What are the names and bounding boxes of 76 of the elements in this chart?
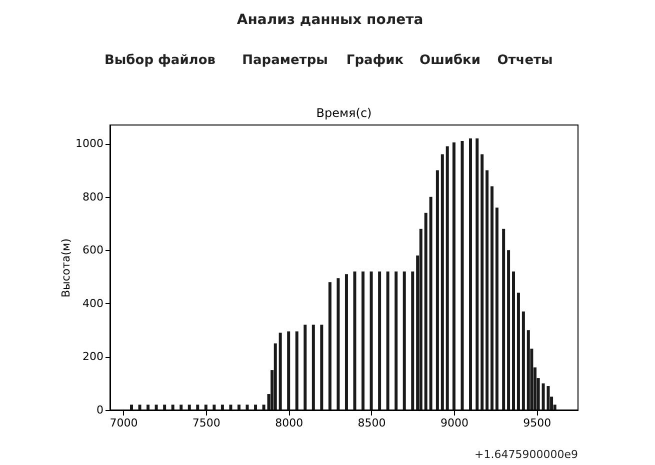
bar (295, 331, 298, 410)
x-tick-label: 9000 (440, 416, 468, 430)
x-tick-label: 9500 (523, 416, 552, 430)
bar (180, 404, 183, 410)
bar (526, 330, 530, 410)
bar (229, 404, 232, 410)
bar (254, 404, 258, 410)
bar (344, 274, 348, 410)
bar (336, 278, 340, 410)
text: Ошибки (420, 53, 480, 68)
bar (328, 282, 332, 410)
text: График (346, 53, 404, 68)
bar (171, 404, 174, 410)
bar (516, 292, 520, 410)
y-tick-label: 200 (82, 350, 104, 364)
y-tick-label: 400 (82, 296, 104, 310)
text: Отчеты (497, 53, 553, 68)
bar (386, 271, 390, 410)
bar (237, 404, 240, 410)
x-tick-label: 7500 (192, 416, 220, 430)
y-tick-label: 800 (82, 190, 104, 204)
bar (436, 170, 439, 410)
bar (419, 228, 422, 410)
bar (446, 146, 449, 410)
bar (469, 138, 472, 410)
bar (278, 332, 282, 410)
y-tick-label: 600 (82, 244, 104, 257)
bar (204, 404, 208, 410)
bar (274, 343, 277, 410)
text: Анализ данных полета (236, 12, 424, 28)
bar (220, 404, 224, 410)
text: Параметры (242, 53, 328, 68)
x-tick-label: 8500 (358, 416, 386, 430)
x-tick-label: 7000 (110, 416, 138, 430)
bar (460, 140, 464, 410)
text: Выбор файлов (104, 53, 216, 68)
y-tick-label: 1000 (76, 137, 104, 150)
bar (246, 404, 249, 410)
bar (411, 271, 414, 410)
bar (490, 186, 494, 410)
bar (362, 271, 365, 410)
bar (402, 271, 406, 410)
bar (146, 404, 150, 410)
bar (188, 404, 191, 410)
bar (130, 404, 133, 410)
bar (429, 196, 432, 410)
y-tick-label: 0 (96, 404, 104, 416)
bar (353, 271, 356, 410)
bar (476, 138, 479, 410)
chart-title: Время(с) (316, 106, 372, 120)
bar (502, 228, 506, 410)
bar (287, 331, 290, 410)
bar (378, 271, 382, 410)
bar (154, 404, 158, 410)
text: +1.6475900000e9 (474, 448, 578, 461)
bar (394, 271, 398, 410)
bar (495, 208, 498, 410)
bar (370, 271, 373, 410)
bar (424, 212, 428, 410)
bar (163, 404, 166, 410)
bar (512, 271, 516, 410)
bar (262, 404, 266, 410)
x-tick-label: 8000 (275, 416, 304, 430)
bar (440, 154, 444, 410)
bar (312, 324, 315, 410)
bar (452, 142, 456, 410)
bar (196, 404, 200, 410)
bar (212, 404, 216, 410)
bar (320, 324, 324, 410)
bar (480, 154, 484, 410)
bar (507, 250, 510, 410)
bar (522, 311, 525, 410)
bar (486, 170, 489, 410)
bar (304, 324, 307, 410)
bar (138, 404, 142, 410)
y-axis-title: Высота(м) (60, 238, 73, 298)
